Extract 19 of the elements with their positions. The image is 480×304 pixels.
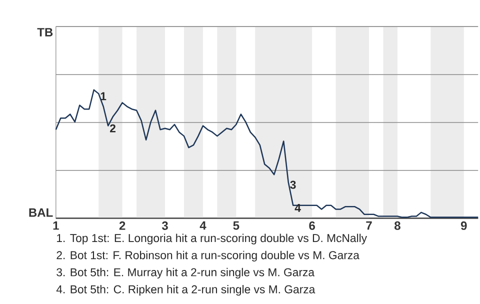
- x-tick-label: 1: [53, 222, 59, 230]
- annotation: 2: [110, 124, 116, 132]
- annotation: 1: [100, 92, 106, 100]
- text: 3. Bot 5th: E. Murray hit a 2-run single vs M. Garza: [56, 268, 315, 279]
- ref-line-label: BAL: [29, 208, 53, 217]
- x-tick-label: 7: [366, 222, 372, 230]
- annotation: 4: [294, 204, 301, 212]
- x-tick-label: 9: [460, 222, 467, 230]
- x-tick-label: 4: [200, 222, 206, 230]
- text: 1. Top 1st: E. Longoria hit a run-scoring double vs D. McNally: [57, 234, 368, 245]
- x-tick-label: 2: [119, 222, 126, 230]
- annotation: 3: [290, 180, 296, 190]
- x-tick-label: 8: [394, 222, 400, 230]
- x-tick-label: 5: [233, 222, 240, 230]
- ref-line-label: TB: [37, 28, 53, 37]
- text: 2. Bot 1st: F. Robinson hit a run-scoring double vs M. Garza: [56, 251, 360, 262]
- x-tick-label: 3: [162, 222, 168, 230]
- text: 4. Bot 5th: C. Ripken hit a 2-run single vs M. Garza: [56, 285, 316, 296]
- x-tick-label: 6: [309, 222, 315, 230]
